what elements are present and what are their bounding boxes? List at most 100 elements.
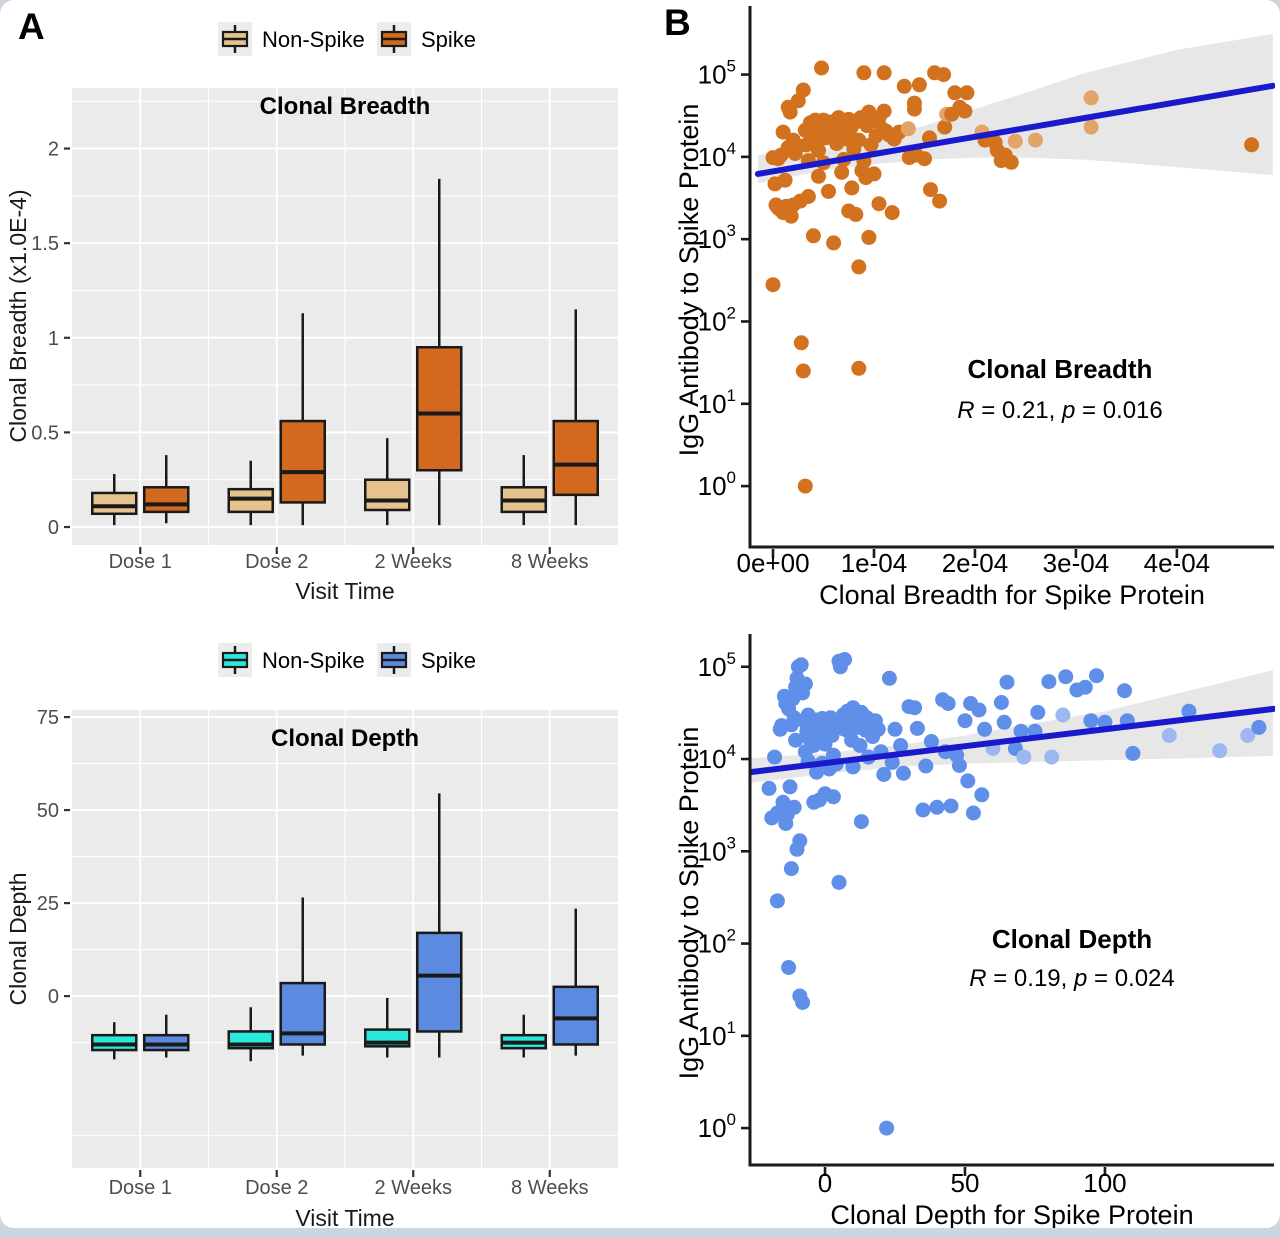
scatter-point: [786, 799, 802, 815]
scatter-point: [837, 652, 853, 667]
box-non-spike-1: [227, 460, 274, 526]
y-axis: 0 0.5 1 1.5 2: [31, 139, 70, 539]
scatter-point: [767, 749, 783, 765]
y-tick-label: 103: [698, 833, 736, 866]
scatter-point: [1055, 707, 1071, 723]
scatter-point: [866, 166, 882, 182]
grid-minor: [72, 88, 618, 545]
x-tick-label: 8 Weeks: [511, 551, 588, 573]
scatter-point: [879, 1120, 895, 1136]
y-tick-label: 25: [37, 893, 59, 915]
data-points: [765, 60, 1260, 494]
scatter-point: [887, 721, 903, 737]
scatter-point: [1244, 137, 1260, 153]
box-spike-2: [416, 178, 463, 526]
box-spike-2: [416, 793, 463, 1058]
scatter-point: [861, 229, 877, 245]
scatter-point: [951, 758, 967, 773]
y-tick-label: 105: [698, 649, 736, 682]
scatter-point: [831, 874, 847, 890]
box-spike-3: [552, 908, 599, 1056]
scatter-point: [993, 695, 1009, 710]
scatter-point: [761, 780, 777, 796]
x-axis-title: Clonal Breadth for Spike Protein: [819, 580, 1205, 610]
y-tick-label: 1.5: [31, 233, 59, 255]
box-non-spike-2: [364, 997, 411, 1058]
box-non-spike-0: [91, 1022, 138, 1060]
scatter-point: [1013, 723, 1029, 739]
scatter-point: [974, 787, 990, 803]
panel-b-label: B: [664, 2, 691, 43]
scatter-point: [943, 798, 959, 814]
x-axis: Dose 1 Dose 2 2 Weeks 8 Weeks: [109, 547, 588, 573]
annotation-stats: R = 0.19, p = 0.024: [969, 965, 1175, 992]
y-tick-label: 102: [698, 926, 736, 959]
y-tick-label: 100: [698, 468, 736, 501]
y-tick-label: 102: [698, 303, 736, 336]
scatter-point: [769, 893, 785, 909]
scatter-point: [917, 151, 932, 167]
y-axis-title: Clonal Depth: [5, 873, 31, 1006]
box-spike-3: [552, 309, 599, 526]
scatter-point: [911, 77, 927, 93]
scatter-point: [1028, 132, 1043, 148]
legend-label: Non-Spike: [262, 648, 365, 673]
annotation-title: Clonal Breadth: [968, 354, 1153, 384]
y-tick-label: 104: [698, 741, 736, 774]
clonal-breadth-boxplot: Non-Spike Spike Clonal Breadth 0 0.5 1 1.5 2 Dos…: [0, 0, 640, 618]
scatter-point: [811, 168, 826, 184]
scatter-point: [1007, 133, 1023, 149]
scatter-point: [1240, 728, 1256, 743]
scatter-point: [895, 765, 911, 781]
box-spike-0: [143, 1014, 190, 1058]
scatter-point: [909, 720, 925, 736]
box-non-spike-3: [500, 1014, 547, 1058]
scatter-point: [936, 67, 952, 83]
x-tick-label: 100: [1083, 1168, 1126, 1198]
x-tick-label: 0e+00: [737, 548, 810, 578]
scatter-point: [937, 119, 953, 135]
scatter-point: [805, 228, 821, 244]
scatter-point: [881, 670, 897, 686]
scatter-point: [845, 759, 861, 775]
box-non-spike-2: [364, 438, 411, 526]
scatter-point: [792, 833, 808, 849]
y-axis: 100 101 102 103 104 105: [698, 57, 749, 501]
y-axis: 0 25 50 75: [37, 707, 70, 1008]
scatter-point: [940, 696, 956, 711]
scatter-point: [814, 60, 829, 76]
scatter-point: [775, 124, 791, 140]
scatter-point: [906, 101, 922, 117]
scatter-point: [1083, 119, 1099, 135]
scatter-point: [793, 657, 809, 673]
box-non-spike-0: [91, 474, 138, 526]
scatter-point: [923, 734, 939, 749]
scatter-point: [795, 82, 811, 98]
scatter-point: [851, 360, 867, 376]
scatter-point: [907, 700, 923, 716]
y-axis-title: IgG Antibody to Spike Protein: [674, 727, 704, 1080]
scatter-point: [900, 121, 916, 137]
scatter-point: [884, 205, 900, 221]
scatter-point: [996, 714, 1012, 730]
x-tick-label: 3e-04: [1043, 548, 1110, 578]
scatter-point: [851, 132, 867, 148]
x-axis-title: Visit Time: [295, 1205, 394, 1228]
y-tick-label: 101: [698, 386, 736, 419]
scatter-point: [793, 335, 809, 351]
y-tick-label: 104: [698, 139, 736, 172]
legend: Non-Spike Spike: [218, 22, 476, 56]
y-axis: 100 101 102 103 104 105: [698, 649, 749, 1143]
scatter-point: [1161, 728, 1177, 743]
box-non-spike-1: [227, 1007, 274, 1062]
scatter-point: [1089, 668, 1104, 684]
scatter-point: [884, 754, 900, 770]
scatter-point: [959, 85, 975, 101]
x-tick-label: Dose 2: [245, 551, 308, 573]
scatter-point: [957, 103, 973, 119]
x-tick-label: 8 Weeks: [511, 1177, 588, 1199]
scatter-point: [783, 861, 799, 877]
scatter-point: [1083, 90, 1099, 106]
